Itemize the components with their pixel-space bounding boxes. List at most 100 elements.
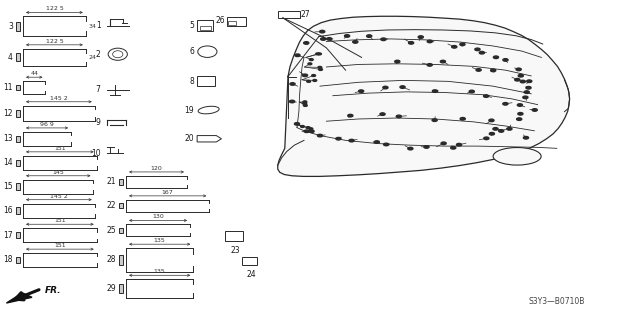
Bar — [16, 85, 20, 90]
Text: 151: 151 — [54, 218, 66, 223]
Circle shape — [294, 122, 300, 125]
Circle shape — [309, 130, 314, 132]
Circle shape — [374, 141, 380, 143]
Circle shape — [306, 127, 310, 129]
Circle shape — [304, 130, 309, 132]
Circle shape — [380, 113, 385, 115]
Bar — [16, 54, 20, 61]
Circle shape — [367, 35, 372, 37]
Text: 15: 15 — [3, 182, 13, 191]
Text: 8: 8 — [189, 77, 194, 86]
Circle shape — [456, 144, 461, 146]
Circle shape — [460, 43, 465, 46]
Circle shape — [303, 74, 308, 77]
Circle shape — [321, 38, 326, 40]
Text: 122 5: 122 5 — [45, 6, 63, 11]
Bar — [228, 21, 236, 25]
Circle shape — [317, 134, 323, 137]
Bar — [197, 20, 213, 31]
Circle shape — [493, 128, 498, 130]
Circle shape — [424, 146, 429, 148]
Text: 24: 24 — [246, 270, 257, 278]
Circle shape — [344, 35, 349, 37]
Text: 145 2: 145 2 — [50, 96, 68, 101]
Polygon shape — [6, 293, 32, 303]
Circle shape — [493, 56, 499, 59]
Circle shape — [348, 115, 353, 117]
Circle shape — [309, 128, 313, 130]
Text: 27: 27 — [301, 10, 310, 19]
Text: 6: 6 — [189, 47, 194, 56]
Circle shape — [479, 51, 484, 54]
Circle shape — [484, 137, 489, 140]
Circle shape — [484, 95, 489, 97]
Circle shape — [400, 86, 405, 88]
Circle shape — [526, 86, 531, 89]
Circle shape — [532, 109, 538, 111]
Bar — [16, 183, 20, 190]
Text: FR.: FR. — [45, 286, 61, 295]
Text: 96 9: 96 9 — [40, 122, 54, 127]
Circle shape — [381, 38, 386, 41]
Circle shape — [290, 83, 295, 85]
Text: 28: 28 — [106, 256, 116, 264]
Circle shape — [358, 90, 364, 93]
Circle shape — [451, 146, 456, 149]
Bar — [278, 11, 300, 18]
Circle shape — [408, 147, 413, 150]
Circle shape — [395, 60, 400, 63]
Text: 12: 12 — [3, 109, 13, 118]
Circle shape — [518, 113, 523, 115]
Text: 24: 24 — [88, 55, 97, 60]
Text: 18: 18 — [3, 256, 13, 264]
Circle shape — [432, 119, 437, 122]
Bar — [16, 22, 20, 31]
Text: 16: 16 — [3, 206, 13, 215]
Circle shape — [309, 59, 313, 61]
Bar — [227, 17, 246, 26]
Circle shape — [313, 79, 317, 81]
Circle shape — [515, 78, 520, 81]
Text: 120: 120 — [150, 166, 163, 171]
Circle shape — [491, 69, 496, 72]
Circle shape — [304, 42, 309, 44]
Circle shape — [383, 143, 388, 146]
Circle shape — [326, 38, 332, 40]
Text: 23: 23 — [230, 246, 241, 255]
Bar — [119, 227, 123, 233]
Text: 145: 145 — [52, 170, 64, 175]
Circle shape — [428, 40, 433, 43]
Circle shape — [295, 54, 300, 56]
Text: 9: 9 — [95, 118, 100, 127]
Text: 19: 19 — [184, 106, 194, 115]
Text: 11: 11 — [3, 83, 13, 92]
Circle shape — [489, 119, 494, 122]
Bar — [16, 110, 20, 117]
Circle shape — [317, 53, 321, 55]
Text: 14: 14 — [3, 158, 13, 167]
Circle shape — [336, 137, 341, 140]
Circle shape — [353, 41, 358, 43]
Circle shape — [303, 101, 307, 103]
Circle shape — [503, 102, 508, 105]
Text: 1: 1 — [96, 21, 100, 30]
Circle shape — [301, 126, 305, 128]
Bar — [16, 136, 20, 142]
Bar — [119, 179, 123, 185]
Text: 135: 135 — [154, 269, 166, 274]
Circle shape — [516, 118, 522, 120]
Circle shape — [507, 128, 512, 130]
Text: 4: 4 — [8, 53, 13, 62]
Circle shape — [308, 63, 312, 65]
Text: 20: 20 — [184, 134, 194, 143]
Circle shape — [476, 69, 481, 71]
Text: 151: 151 — [54, 243, 66, 248]
Polygon shape — [278, 16, 570, 176]
Circle shape — [469, 90, 474, 93]
Circle shape — [518, 74, 524, 77]
Circle shape — [499, 130, 504, 132]
Text: 34: 34 — [88, 24, 97, 29]
Circle shape — [396, 115, 401, 118]
Bar — [197, 76, 215, 86]
Text: 130: 130 — [152, 214, 164, 219]
